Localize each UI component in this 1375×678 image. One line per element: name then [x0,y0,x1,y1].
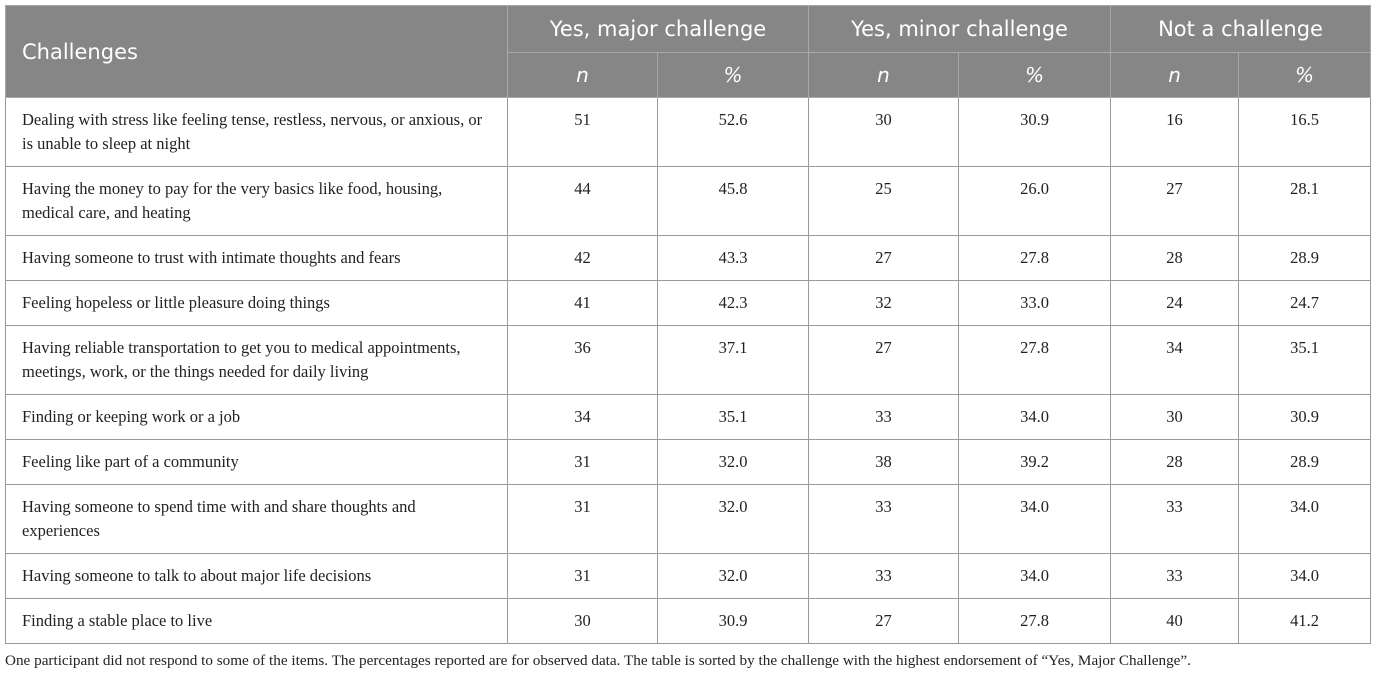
cell: 34.0 [1238,484,1372,554]
cell: 28.9 [1238,439,1372,485]
cell: 34 [1110,325,1240,395]
cell: 51 [507,97,658,167]
cell: 25 [808,166,960,236]
table-row: Feeling like part of a community 31 32.0 38… [5,439,1372,485]
cell: 30.9 [958,97,1112,167]
row-label: Having someone to talk to about major li… [5,553,508,599]
cell: 34.0 [958,553,1112,599]
subheader: % [958,52,1112,98]
cell: 37.1 [656,325,810,395]
subheader-row: n% n% n% [6,52,1372,98]
cell: 45.8 [656,166,810,236]
column-header: Not a challenge [1110,5,1372,53]
cell: 28.1 [1238,166,1372,236]
cell: 30.9 [656,598,810,644]
subheader: % [656,52,810,98]
table-row: Finding a stable place to live 30 30.9 27 27… [5,598,1372,644]
cell: 16 [1110,97,1240,167]
cell: 44 [507,166,658,236]
cell: 32.0 [656,553,810,599]
cell: 40 [1110,598,1240,644]
table-body: Dealing with stress like feeling tense, … [5,97,1372,644]
cell: 41.2 [1238,598,1372,644]
cell: 34.0 [958,484,1112,554]
cell: 27.8 [958,235,1112,281]
cell: 35.1 [1238,325,1372,395]
cell: 33 [808,484,960,554]
cell: 16.5 [1238,97,1372,167]
row-label: Dealing with stress like feeling tense, … [5,97,508,167]
cell: 34.0 [1238,553,1372,599]
table-row: Dealing with stress like feeling tense, … [5,97,1372,167]
cell: 24 [1110,280,1240,326]
cell: 28 [1110,235,1240,281]
table-row: Having reliable transportation to get yo… [5,325,1372,395]
table-row: Feeling hopeless or little pleasure doin… [5,280,1372,326]
cell: 42 [507,235,658,281]
row-label: Having someone to trust with intimate th… [5,235,508,281]
cell: 24.7 [1238,280,1372,326]
cell: 33 [1110,553,1240,599]
cell: 27.8 [958,598,1112,644]
table-row: Having someone to trust with intimate th… [5,235,1372,281]
cell: 27 [1110,166,1240,236]
cell: 52.6 [656,97,810,167]
subheader: n [808,52,960,98]
cell: 42.3 [656,280,810,326]
footnote: One participant did not respond to some … [5,652,1191,669]
cell: 27 [808,235,960,281]
cell: 30 [507,598,658,644]
row-label: Feeling like part of a community [5,439,508,485]
cell: 30 [808,97,960,167]
cell: 34 [507,394,658,440]
cell: 38 [808,439,960,485]
cell: 31 [507,553,658,599]
cell: 41 [507,280,658,326]
cell: 34.0 [958,394,1112,440]
row-label: Having someone to spend time with and sh… [5,484,508,554]
header-row: Challenges Yes, major challenge Yes, min… [5,5,1372,98]
subheader: % [1238,52,1372,98]
subheader: n [507,52,658,98]
cell: 28.9 [1238,235,1372,281]
cell: 33 [1110,484,1240,554]
column-header: Yes, minor challenge [808,5,1112,53]
cell: 33.0 [958,280,1112,326]
cell: 43.3 [656,235,810,281]
cell: 33 [808,553,960,599]
cell: 39.2 [958,439,1112,485]
cell: 27.8 [958,325,1112,395]
cell: 32.0 [656,484,810,554]
cell: 27 [808,325,960,395]
cell: 35.1 [656,394,810,440]
row-label: Having the money to pay for the very bas… [5,166,508,236]
cell: 26.0 [958,166,1112,236]
cell: 32.0 [656,439,810,485]
cell: 31 [507,439,658,485]
cell: 36 [507,325,658,395]
table-row: Having someone to talk to about major li… [5,553,1372,599]
column-header: Challenges [5,5,508,98]
table-row: Finding or keeping work or a job 34 35.1 33… [5,394,1372,440]
table-row: Having the money to pay for the very bas… [5,166,1372,236]
subheader: n [1110,52,1240,98]
cell: 27 [808,598,960,644]
cell: 33 [808,394,960,440]
column-header: Yes, major challenge [506,5,810,53]
table-row: Having someone to spend time with and sh… [5,484,1372,554]
cell: 31 [507,484,658,554]
row-label: Having reliable transportation to get yo… [5,325,508,395]
row-label: Feeling hopeless or little pleasure doin… [5,280,508,326]
cell: 28 [1110,439,1240,485]
cell: 30.9 [1238,394,1372,440]
cell: 30 [1110,394,1240,440]
data-table: Challenges Yes, major challenge Yes, min… [5,5,1372,644]
row-label: Finding a stable place to live [5,598,508,644]
row-label: Finding or keeping work or a job [5,394,508,440]
cell: 32 [808,280,960,326]
table-header: Challenges Yes, major challenge Yes, min… [5,5,1372,98]
